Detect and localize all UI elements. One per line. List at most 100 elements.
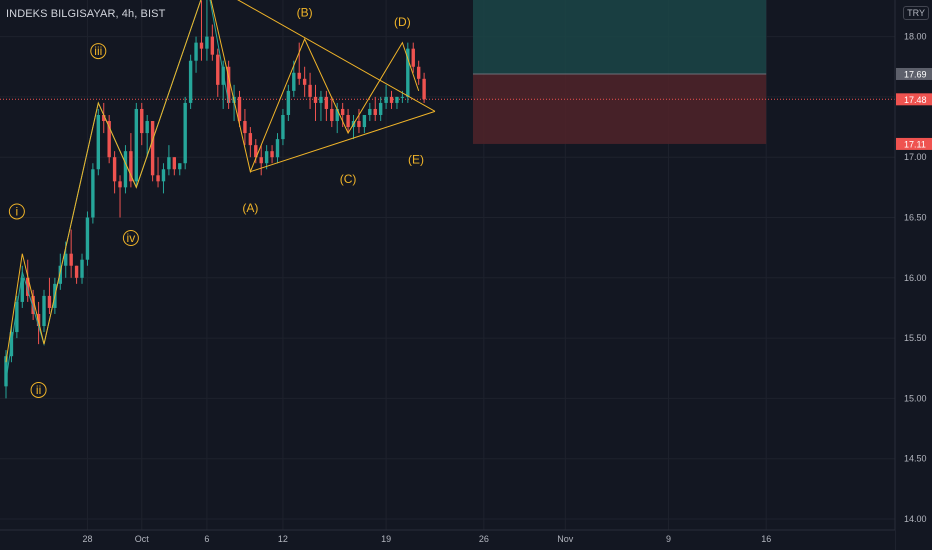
currency-badge[interactable]: TRY xyxy=(903,6,929,20)
candle-body xyxy=(297,72,301,79)
candle xyxy=(264,145,269,170)
candle-body xyxy=(226,66,231,103)
candle xyxy=(297,42,301,85)
candle xyxy=(237,90,242,128)
candle-body xyxy=(42,295,46,327)
candle-body xyxy=(221,66,225,85)
candle-body xyxy=(264,151,269,164)
candle xyxy=(368,102,372,122)
time-axis[interactable]: 28 Oct 6 12 19 26 Nov 9 16 xyxy=(0,529,895,550)
triangle-upper-line xyxy=(237,0,436,112)
chart-title: INDEKS BILGISAYAR, 4h, BIST xyxy=(6,8,166,20)
price-badge: 17.11 xyxy=(896,137,932,150)
candle-body xyxy=(58,265,62,284)
candle-body xyxy=(161,169,166,182)
candle-body xyxy=(74,265,79,278)
candle-body xyxy=(395,96,399,103)
candle-body xyxy=(400,96,405,98)
wave-label-circle xyxy=(8,203,25,220)
candle xyxy=(330,96,334,128)
candle xyxy=(210,24,215,61)
candle xyxy=(167,145,171,176)
wave-label-text: (B) xyxy=(297,5,313,19)
candle-body xyxy=(80,259,84,278)
candle xyxy=(346,108,350,134)
wave-label-text: iv xyxy=(127,231,136,245)
wave-label: (C) xyxy=(340,172,357,186)
candle xyxy=(188,54,193,109)
candle-body xyxy=(406,48,410,97)
candle xyxy=(134,102,139,188)
price-tick-label: 16.50 xyxy=(904,213,927,223)
wave-label-text: (A) xyxy=(242,201,258,215)
candle-body xyxy=(167,157,171,170)
candle xyxy=(259,145,263,176)
candles xyxy=(4,0,426,399)
candle xyxy=(362,114,367,134)
time-axis-bg xyxy=(0,530,895,550)
candle xyxy=(205,0,209,61)
candle xyxy=(389,90,394,109)
candle xyxy=(281,108,285,146)
candle-body xyxy=(134,108,139,182)
candle xyxy=(42,289,46,333)
candle-body xyxy=(4,356,8,387)
candle-body xyxy=(85,217,90,260)
wave-label: (B) xyxy=(297,5,313,19)
wave-label: iv xyxy=(122,230,139,247)
candle-body xyxy=(313,96,318,103)
candle-body xyxy=(368,108,372,115)
candle xyxy=(378,96,383,122)
candle xyxy=(335,102,339,134)
candle-body xyxy=(378,102,383,115)
candle xyxy=(416,60,421,85)
candle xyxy=(194,36,198,73)
candle-body xyxy=(335,108,339,122)
candle-body xyxy=(156,175,160,182)
wave-label: (D) xyxy=(394,15,411,29)
candle xyxy=(319,90,323,122)
candle-body xyxy=(416,66,421,79)
time-tick-label: 12 xyxy=(278,534,288,544)
candle-body xyxy=(281,114,285,140)
candle-body xyxy=(302,78,307,85)
candle xyxy=(112,151,117,194)
time-tick-label: Nov xyxy=(557,534,574,544)
price-axis-bg xyxy=(895,0,932,550)
wave-label: (E) xyxy=(408,153,424,167)
candle-body xyxy=(210,36,215,55)
candle-body xyxy=(96,114,101,170)
wave-label-text: (E) xyxy=(408,153,424,167)
candle-body xyxy=(150,121,155,176)
price-tick-label: 15.00 xyxy=(904,393,927,403)
candle xyxy=(216,48,220,97)
candle-body xyxy=(178,163,182,170)
price-axis[interactable]: 14.0014.5015.0015.5016.0016.5017.0017.50… xyxy=(894,0,932,550)
wave-label-circle xyxy=(30,381,47,398)
candle-body xyxy=(123,151,128,188)
candle xyxy=(308,72,312,109)
candle xyxy=(178,163,182,176)
candle-body xyxy=(292,72,296,91)
candle-body xyxy=(243,121,247,134)
wave-label-text: (D) xyxy=(394,15,411,29)
price-tick-label: 16.00 xyxy=(904,273,927,283)
candle xyxy=(145,114,149,158)
candle-body xyxy=(330,108,334,122)
wave-label-text: iii xyxy=(94,44,102,58)
position-zones xyxy=(472,0,767,144)
candle xyxy=(123,145,128,194)
candle xyxy=(373,96,377,122)
time-tick-label: Oct xyxy=(135,534,150,544)
price-badge-bg xyxy=(896,93,932,106)
candle xyxy=(80,253,84,284)
wave-lines xyxy=(5,0,436,381)
candle xyxy=(74,265,79,284)
wave-label: (A) xyxy=(242,201,258,215)
candle-body xyxy=(47,295,52,308)
candle-body xyxy=(216,54,220,85)
candle xyxy=(118,175,122,218)
candle xyxy=(47,277,52,314)
candle-body xyxy=(373,108,377,115)
